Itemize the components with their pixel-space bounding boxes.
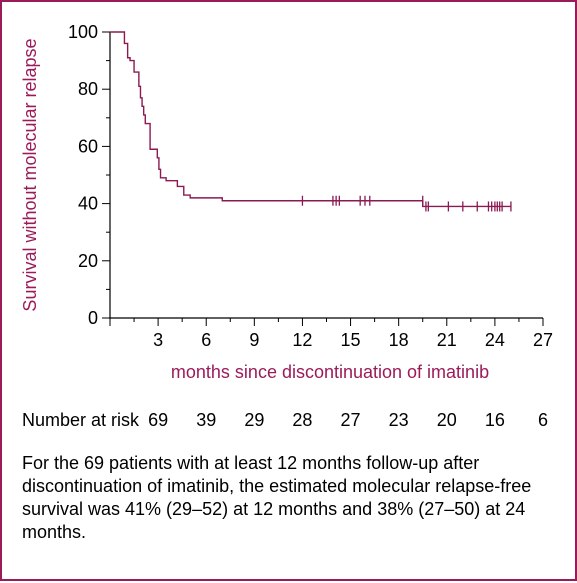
number-at-risk-value: 28 xyxy=(292,410,313,430)
number-at-risk-label: Number at risk xyxy=(22,410,140,430)
number-at-risk-value: 27 xyxy=(340,410,361,430)
number-at-risk-value: 6 xyxy=(537,410,549,430)
y-tick-label: 60 xyxy=(78,136,98,156)
x-tick-label: 18 xyxy=(389,330,409,350)
chart-axes xyxy=(109,32,543,319)
number-at-risk-value: 16 xyxy=(484,410,505,430)
y-tick-label: 100 xyxy=(68,22,98,42)
x-axis-label: months since discontinuation of imatinib xyxy=(171,362,489,382)
y-tick-label: 80 xyxy=(78,79,98,99)
x-tick-label: 3 xyxy=(153,330,163,350)
x-tick-label: 6 xyxy=(201,330,211,350)
y-tick-label: 40 xyxy=(78,194,98,214)
number-at-risk-value: 39 xyxy=(196,410,217,430)
km-curve-group xyxy=(110,31,511,208)
number-at-risk-value: 23 xyxy=(388,410,409,430)
figure-note: For the 69 patients with at least 12 mon… xyxy=(22,453,532,542)
number-at-risk-value: 20 xyxy=(436,410,457,430)
number-at-risk-value: 69 xyxy=(148,410,169,430)
x-tick-label: 12 xyxy=(292,330,312,350)
number-at-risk-value: 29 xyxy=(244,410,265,430)
y-tick-label: 20 xyxy=(78,251,98,271)
frame-top-border xyxy=(0,0,577,2)
km-chart: 0 20 40 60 80 100 3 6 9 12 15 18 21 24 27 Survival wit… xyxy=(20,22,553,382)
x-tick-label: 24 xyxy=(485,330,505,350)
censor-marks-group xyxy=(301,195,512,212)
km-survival-curve xyxy=(110,31,511,208)
x-tick-label: 21 xyxy=(437,330,457,350)
chart-ticks: 0 20 40 60 80 100 3 6 9 12 15 18 21 24 27 xyxy=(68,22,553,350)
x-tick-label: 15 xyxy=(341,330,361,350)
number-at-risk-row: Number at risk 69 39 29 28 27 23 20 16 6 xyxy=(22,410,562,434)
y-tick-label: 0 xyxy=(88,308,98,328)
x-tick-label: 27 xyxy=(533,330,553,350)
x-tick-label: 9 xyxy=(249,330,259,350)
y-axis-label: Survival without molecular relapse xyxy=(20,38,40,311)
